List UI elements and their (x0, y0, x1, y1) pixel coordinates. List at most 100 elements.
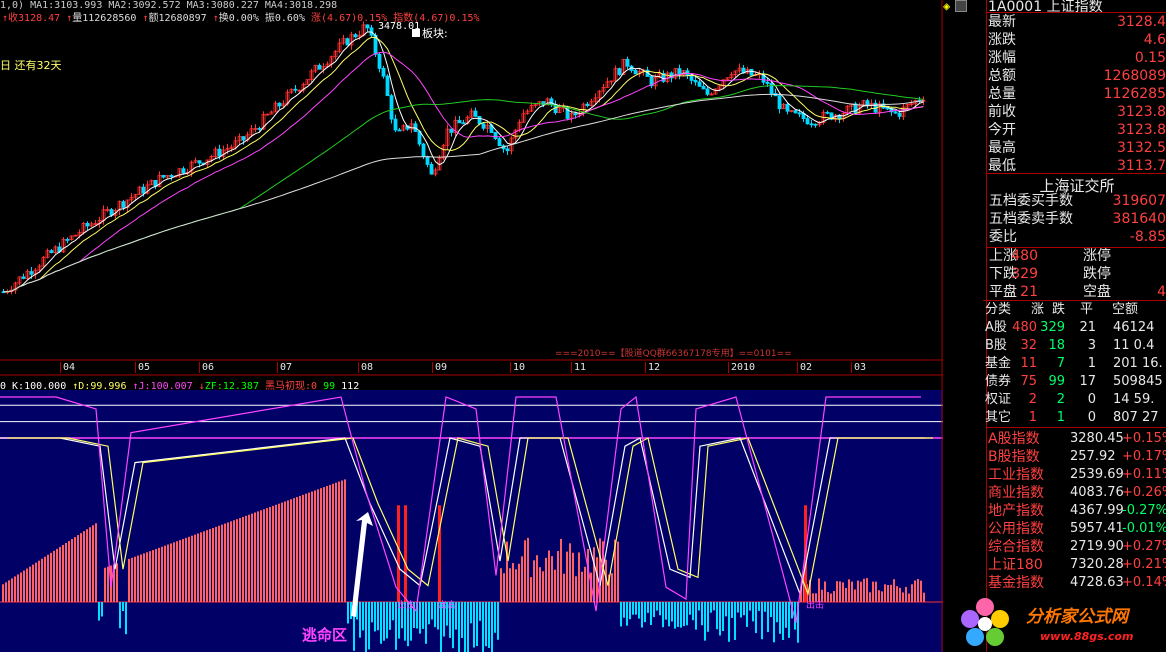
indicator-bar (875, 581, 877, 602)
index-row[interactable]: 工业指数 2539.69 +0.11% (986, 466, 1166, 484)
breadth-row: 下跌 329 跌停 (943, 265, 1166, 283)
index-row[interactable]: 基金指数 4728.63 +0.14% (986, 574, 1166, 592)
candle-body (381, 68, 386, 77)
candle-body (225, 148, 230, 151)
indicator-bar (62, 544, 64, 602)
candle-body (21, 276, 26, 279)
indicator-bar (14, 576, 16, 602)
panel-toggle-button[interactable] (955, 0, 967, 12)
index-name: 地产指数 (988, 503, 1044, 519)
indicator-bar (23, 570, 25, 602)
indicator-bar (611, 573, 613, 602)
indicator-bar (524, 540, 526, 602)
indicator-bar (461, 602, 463, 638)
indicator-bar (185, 537, 187, 602)
indicator-bar (713, 602, 715, 611)
indicator-bar (878, 590, 880, 602)
d-value: D:99.996 (78, 381, 127, 392)
chart-area[interactable]: 1,0) MA1:3103.993 MA2:3092.572 MA3:3080.… (0, 0, 986, 652)
candle-body (41, 256, 46, 267)
indicator-bar (692, 602, 694, 621)
breadth-row: 平盘 21 空盘 4 (943, 283, 1166, 301)
indicator-bar (614, 539, 616, 602)
sector-label[interactable]: 板块: (412, 25, 448, 41)
indicator-bar (413, 602, 415, 629)
indicator-bar (740, 602, 742, 618)
index-row[interactable]: A股指数 3280.45 +0.15% (986, 430, 1166, 448)
attack-marker-2: 出击 (438, 601, 457, 611)
indicator-bar (20, 572, 22, 602)
indicator-bar (128, 558, 130, 602)
indicator-bar (623, 602, 625, 618)
candle-body (49, 250, 54, 253)
indicator-bar (143, 553, 145, 602)
indicator-bar (260, 510, 262, 602)
flower-logo-icon (961, 598, 1009, 646)
candle-body (825, 111, 830, 114)
index-row[interactable]: 综合指数 2719.90 +0.27% (986, 538, 1166, 556)
indicator-bar (488, 602, 490, 649)
main-chart-bg (0, 0, 943, 360)
indicator-bar (827, 592, 829, 602)
indicator-bar (680, 602, 682, 628)
indicator-bar (320, 488, 322, 602)
indicator-bar (227, 522, 229, 602)
indicator-bar (785, 602, 787, 628)
kline-chart[interactable] (0, 0, 943, 652)
indicator-bar (596, 557, 598, 602)
index-row[interactable]: 商业指数 4083.76 +0.26% (986, 484, 1166, 502)
indicator-bar (56, 548, 58, 602)
indicator-bar (923, 592, 925, 602)
divider (986, 427, 1166, 428)
index-row[interactable]: 上证180 7320.28 +0.21% (986, 556, 1166, 574)
class-header-cell: 空额 (1112, 302, 1139, 317)
countdown-label: 日 还有32天 (0, 59, 62, 72)
candle-body (589, 100, 594, 106)
candle-body (141, 186, 146, 194)
indicator-bar (125, 602, 127, 635)
breadth-key2: 跌停 (1083, 266, 1111, 282)
candle-body (625, 58, 630, 67)
index-row[interactable]: 地产指数 4367.99 -0.27% (986, 502, 1166, 520)
exchange-title: 上海证交所 (1039, 177, 1115, 195)
index-value: 4083.76 (1070, 485, 1124, 500)
index-row[interactable]: B股指数 257.92 +0.17% (986, 448, 1166, 466)
ma20-line (3, 51, 924, 293)
indicator-bar (860, 581, 862, 602)
indicator-bar (845, 588, 847, 602)
indicator-bar (764, 602, 766, 612)
candle-body (161, 174, 166, 178)
indicator-bar (278, 503, 280, 602)
indicator-bar (50, 552, 52, 602)
indicator-bar (914, 580, 916, 602)
indicator-bar (863, 578, 865, 602)
indicator-bar (131, 557, 133, 602)
indicator-bar (677, 602, 679, 627)
index-value: 257.92 (1070, 449, 1116, 464)
candle-body (301, 83, 306, 91)
candle-body (393, 118, 398, 131)
class-down: 7 (1056, 356, 1065, 371)
candle-body (137, 186, 142, 195)
indicator-bar (239, 518, 241, 602)
indicator-bar (584, 566, 586, 602)
indicator-bar (572, 552, 574, 602)
candle-body (65, 239, 70, 241)
indicator-bar (359, 602, 361, 638)
indicator-bar (446, 602, 448, 626)
attack-marker-3: 出击 (806, 601, 825, 611)
signal-bar (438, 505, 441, 602)
indicator-bar (485, 602, 487, 647)
indicator-bar (779, 602, 781, 634)
candle-body (149, 179, 154, 186)
indicator-bar (65, 542, 67, 602)
candle-body (213, 148, 218, 157)
indicator-bar (839, 581, 841, 602)
candle-body (549, 98, 554, 105)
quote-value: 1268089 (1103, 68, 1166, 84)
class-header: 分类 涨跌平 空额 (983, 301, 1166, 319)
breadth-row: 上涨 480 涨停 (943, 247, 1166, 265)
class-up: 2 (1028, 392, 1037, 407)
candle-body (269, 111, 274, 115)
index-row[interactable]: 公用指数 5957.41 -0.01% (986, 520, 1166, 538)
